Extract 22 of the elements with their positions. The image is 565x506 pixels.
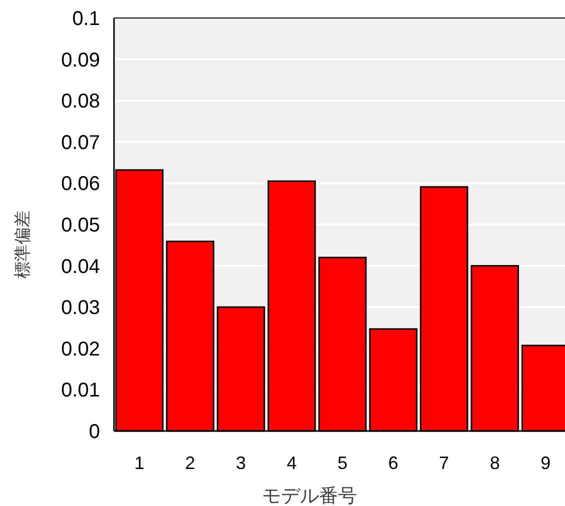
y-tick-label: 0.06 xyxy=(61,173,100,196)
y-tick-label: 0.02 xyxy=(61,338,100,360)
y-axis-title: 標準偏差 xyxy=(13,210,32,278)
y-tick-label: 0.1 xyxy=(72,8,100,30)
x-tick-label: 7 xyxy=(439,453,450,473)
y-tick-label: 0.01 xyxy=(61,380,100,402)
y-tick-label: 0.09 xyxy=(61,49,100,72)
y-tick-label: 0.07 xyxy=(61,132,100,154)
y-tick-label: 0.08 xyxy=(61,90,100,113)
x-tick-label: 5 xyxy=(337,453,348,473)
x-tick-label: 6 xyxy=(388,453,398,473)
x-tick-label: 4 xyxy=(286,453,297,473)
y-tick-label: 0 xyxy=(88,421,100,443)
x-tick-label: 2 xyxy=(185,453,196,473)
x-axis-title: モデル番号 xyxy=(262,486,357,506)
x-tick-label: 3 xyxy=(236,453,246,473)
y-tick-label: 0.03 xyxy=(61,297,100,320)
y-tick-label: 0.04 xyxy=(61,256,100,278)
x-tick-label: 9 xyxy=(540,453,551,473)
y-tick-label: 0.05 xyxy=(61,214,100,236)
x-tick-label: 8 xyxy=(490,453,500,473)
x-tick-label: 1 xyxy=(134,453,144,473)
